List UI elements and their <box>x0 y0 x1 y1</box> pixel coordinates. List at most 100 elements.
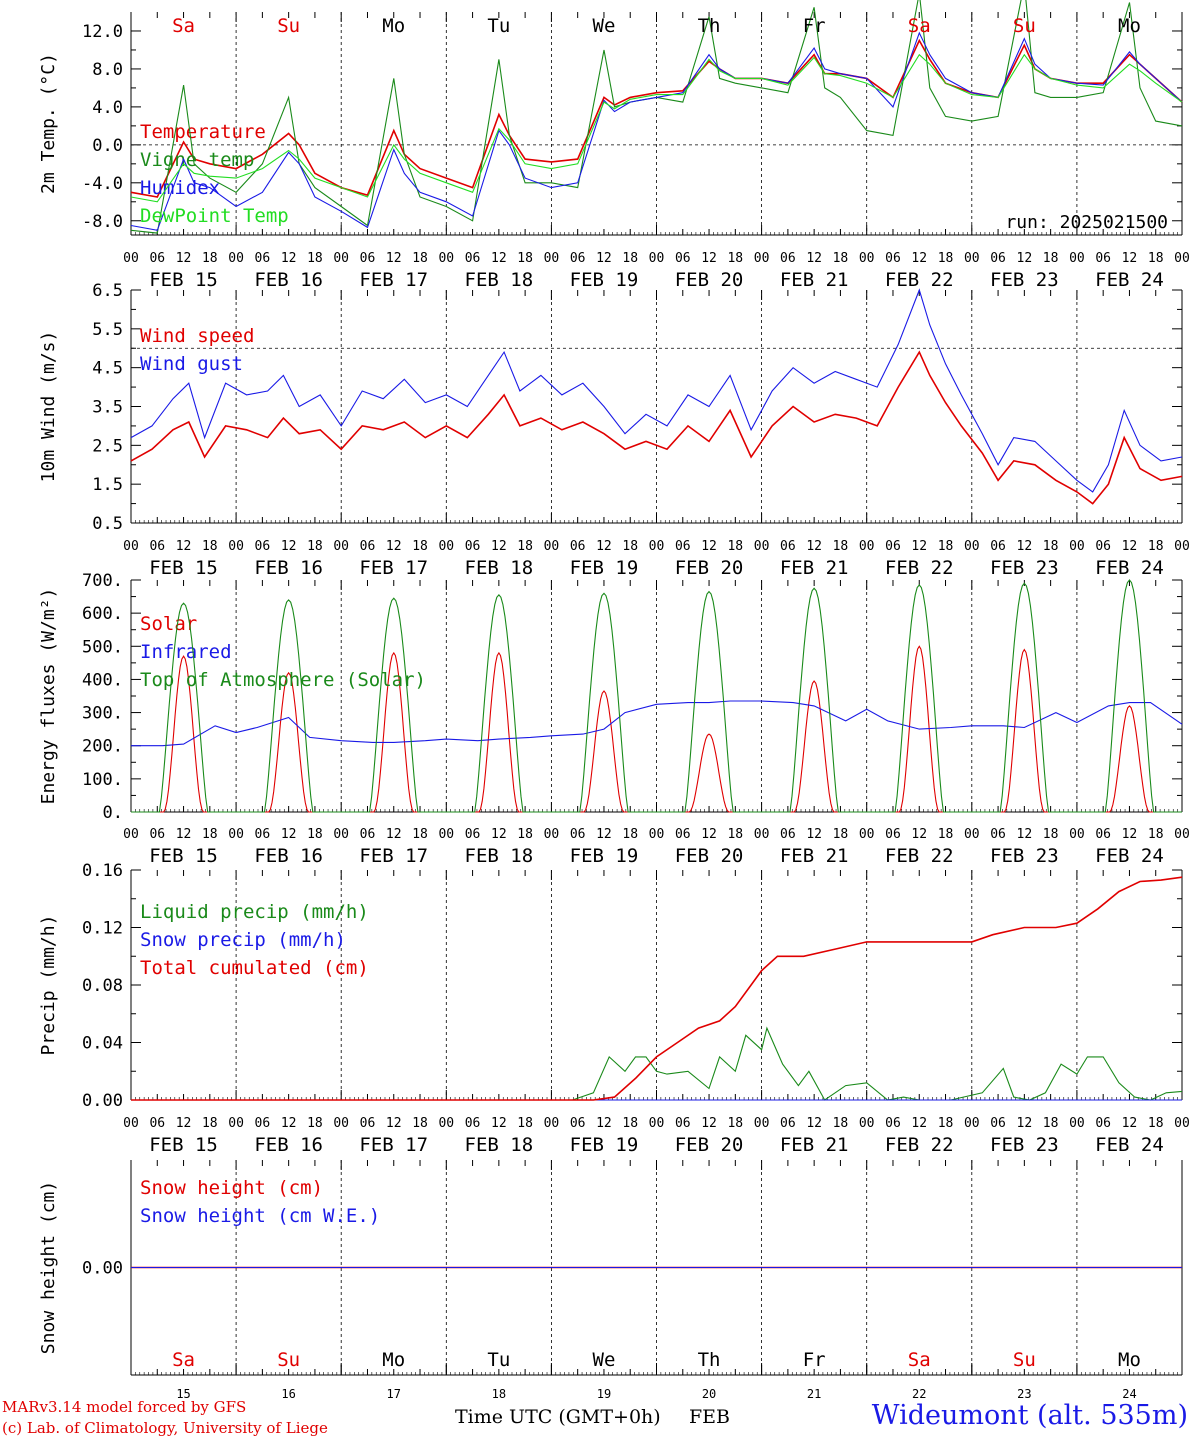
run-annotation: run: 2025021500 <box>1005 212 1168 233</box>
hour-tick-label: 12 <box>911 539 927 554</box>
day-number-label: 19 <box>597 1387 611 1401</box>
hour-tick-label: 18 <box>1148 827 1164 842</box>
hour-tick-label: 18 <box>517 1116 533 1131</box>
hour-tick-label: 06 <box>360 827 376 842</box>
series-line-dewpoint-temp <box>130 53 1183 203</box>
legend-entry: Snow height (cm) <box>140 1177 323 1199</box>
day-number-label: 20 <box>702 1387 716 1401</box>
hour-tick-label: 12 <box>1017 251 1033 266</box>
legend-entry: Solar <box>140 613 197 635</box>
date-label: FEB 24 <box>1095 845 1164 867</box>
hour-tick-label: 18 <box>727 539 743 554</box>
y-axis-label: Snow height (cm) <box>38 1181 59 1354</box>
y-tick-label: 700. <box>82 571 123 591</box>
month-label: FEB <box>689 1406 731 1428</box>
hour-tick-label: 06 <box>675 251 691 266</box>
date-label: FEB 18 <box>465 269 534 291</box>
hour-tick-label: 00 <box>438 827 454 842</box>
hour-tick-label: 18 <box>307 827 323 842</box>
legend-entry: Snow height (cm W.E.) <box>140 1205 380 1227</box>
hour-tick-label: 00 <box>649 251 665 266</box>
day-number-label: 17 <box>387 1387 401 1401</box>
hour-tick-label: 18 <box>307 251 323 266</box>
date-label: FEB 17 <box>359 557 428 579</box>
hour-tick-label: 12 <box>176 251 192 266</box>
hour-tick-label: 18 <box>1148 251 1164 266</box>
date-label: FEB 15 <box>149 557 218 579</box>
hour-tick-label: 12 <box>491 827 507 842</box>
hour-tick-label: 18 <box>938 827 954 842</box>
hour-tick-label: 12 <box>1122 1116 1138 1131</box>
y-axis-label: Energy fluxes (W/m²) <box>38 588 59 805</box>
hour-tick-label: 18 <box>1148 1116 1164 1131</box>
hour-tick-label: 00 <box>544 827 560 842</box>
series-line-temperature <box>130 38 1183 198</box>
hour-tick-label: 18 <box>833 539 849 554</box>
hour-tick-label: 06 <box>1095 539 1111 554</box>
hour-tick-label: 00 <box>228 827 244 842</box>
hour-tick-label: 18 <box>412 251 428 266</box>
weekday-label: Mo <box>1118 15 1141 37</box>
y-axis-label: Precip (mm/h) <box>38 915 59 1056</box>
hour-tick-label: 18 <box>622 1116 638 1131</box>
hour-tick-label: 00 <box>1069 1116 1085 1131</box>
hour-tick-label: 12 <box>1122 827 1138 842</box>
hour-tick-label: 00 <box>964 1116 980 1131</box>
hour-tick-label: 06 <box>675 539 691 554</box>
weekday-label: Sa <box>908 1349 931 1371</box>
date-label: FEB 18 <box>465 557 534 579</box>
hour-tick-label: 06 <box>255 539 271 554</box>
date-label: FEB 20 <box>675 557 744 579</box>
hour-tick-label: 06 <box>570 539 586 554</box>
y-tick-label: 3.5 <box>92 398 123 418</box>
hour-tick-label: 12 <box>701 251 717 266</box>
date-label: FEB 18 <box>465 1134 534 1156</box>
hour-tick-label: 06 <box>1095 827 1111 842</box>
date-label: FEB 23 <box>990 269 1059 291</box>
time-axis-label: Time UTC (GMT+0h) <box>455 1406 661 1428</box>
legend-entry: Wind gust <box>140 353 243 375</box>
hour-tick-label: 12 <box>596 251 612 266</box>
hour-tick-label: 06 <box>149 251 165 266</box>
day-number-label: 21 <box>807 1387 821 1401</box>
hour-tick-label: 12 <box>176 539 192 554</box>
hour-tick-label: 18 <box>517 539 533 554</box>
hour-tick-label: 00 <box>754 1116 770 1131</box>
hour-tick-label: 00 <box>1069 539 1085 554</box>
hour-tick-label: 18 <box>1148 539 1164 554</box>
y-tick-label: 100. <box>82 770 123 790</box>
hour-tick-label: 18 <box>622 827 638 842</box>
lab-credit: (c) Lab. of Climatology, University of L… <box>2 1419 328 1437</box>
y-tick-label: 200. <box>82 737 123 757</box>
hour-tick-label: 06 <box>990 1116 1006 1131</box>
hour-tick-label: 00 <box>964 539 980 554</box>
hour-tick-label: 12 <box>491 539 507 554</box>
y-axis-label: 2m Temp. (°C) <box>38 53 59 194</box>
hour-tick-label: 18 <box>202 1116 218 1131</box>
y-tick-label: 600. <box>82 604 123 624</box>
date-label: FEB 15 <box>149 845 218 867</box>
hour-tick-label: 06 <box>780 1116 796 1131</box>
hour-tick-label: 00 <box>649 1116 665 1131</box>
date-label: FEB 16 <box>254 845 323 867</box>
weekday-label: Sa <box>908 15 931 37</box>
date-label: FEB 24 <box>1095 557 1164 579</box>
hour-tick-label: 06 <box>885 251 901 266</box>
hour-tick-label: 18 <box>1043 827 1059 842</box>
date-label: FEB 17 <box>359 845 428 867</box>
date-label: FEB 17 <box>359 1134 428 1156</box>
hour-tick-label: 12 <box>1017 827 1033 842</box>
hour-tick-label: 00 <box>228 539 244 554</box>
y-tick-label: -4.0 <box>82 174 123 194</box>
hour-tick-label: 00 <box>754 539 770 554</box>
hour-tick-label: 00 <box>649 539 665 554</box>
hour-tick-label: 18 <box>1043 251 1059 266</box>
hour-tick-label: 06 <box>990 539 1006 554</box>
hour-tick-label: 12 <box>281 1116 297 1131</box>
hour-tick-label: 18 <box>622 539 638 554</box>
hour-tick-label: 06 <box>255 251 271 266</box>
date-label: FEB 15 <box>149 1134 218 1156</box>
hour-tick-label: 00 <box>438 1116 454 1131</box>
hour-tick-label: 00 <box>123 1116 139 1131</box>
